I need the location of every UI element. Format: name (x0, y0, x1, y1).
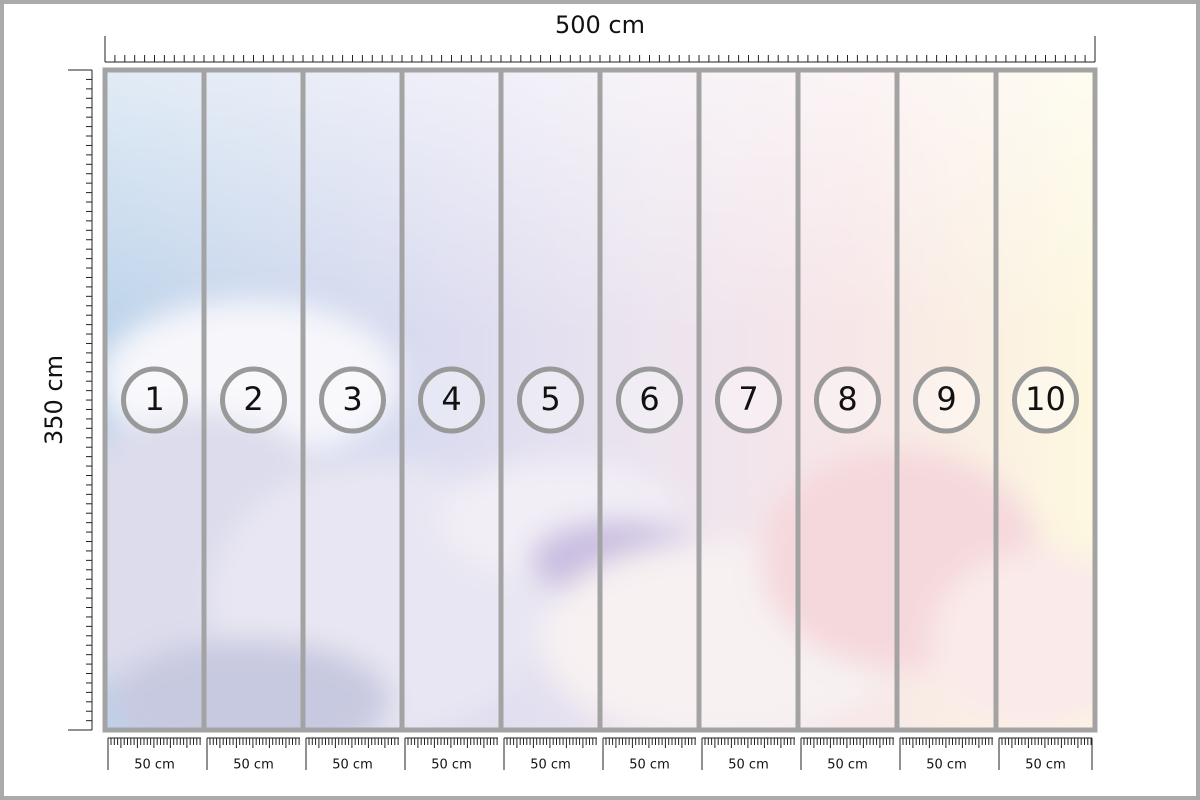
panel-width-label: 50 cm (629, 758, 670, 773)
panel-number: 6 (639, 380, 659, 418)
panel-badge (814, 366, 881, 434)
panel-number: 3 (342, 380, 362, 418)
panel-badge (913, 366, 980, 434)
panel-number: 7 (738, 380, 758, 418)
panel-width-label: 50 cm (827, 758, 868, 773)
panel-number: 4 (441, 380, 461, 418)
panel-width-label: 50 cm (1025, 758, 1066, 773)
panel-width-label: 50 cm (233, 758, 274, 773)
panel-badge (418, 366, 485, 434)
panel-badge (517, 366, 584, 434)
height-label: 350 cm (40, 355, 68, 445)
panel-number: 8 (837, 380, 857, 418)
width-label: 500 cm (555, 11, 645, 39)
panel-badge (616, 366, 683, 434)
panel-width-label: 50 cm (332, 758, 373, 773)
panel-badge (1012, 366, 1079, 434)
panel-number: 2 (243, 380, 263, 418)
panel-badge (715, 366, 782, 434)
panel-badge (220, 366, 287, 434)
panel-width-label: 50 cm (431, 758, 472, 773)
panel-number: 9 (936, 380, 956, 418)
panel-number: 10 (1025, 380, 1066, 418)
panel-badge (121, 366, 188, 434)
panel-width-label: 50 cm (134, 758, 175, 773)
panel-badge (319, 366, 386, 434)
panel-width-label: 50 cm (728, 758, 769, 773)
panel-number: 5 (540, 380, 560, 418)
panel-width-label: 50 cm (926, 758, 967, 773)
panel-number: 1 (144, 380, 164, 418)
panel-width-label: 50 cm (530, 758, 571, 773)
